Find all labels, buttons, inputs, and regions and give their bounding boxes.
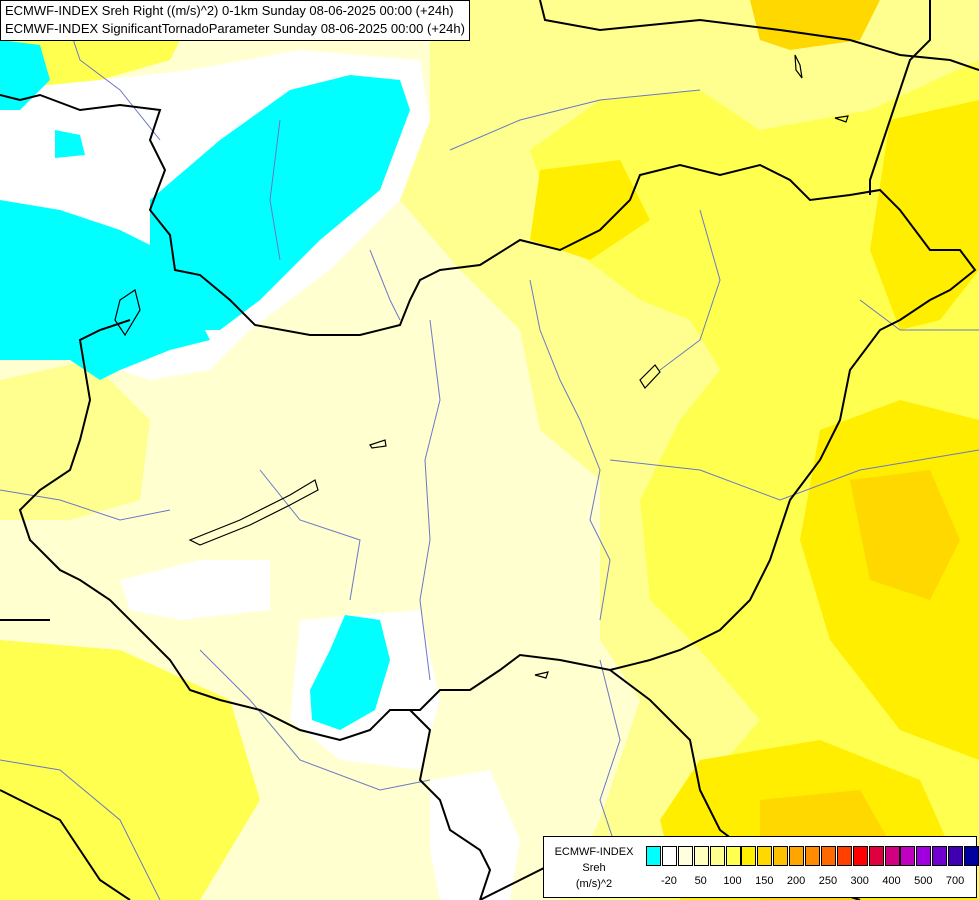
header-line-2: ECMWF-INDEX SignificantTornadoParameter … bbox=[5, 21, 465, 36]
legend-title: ECMWF-INDEX bbox=[554, 846, 634, 858]
legend-swatch bbox=[741, 846, 757, 866]
legend-swatch bbox=[646, 846, 661, 866]
field-white bbox=[430, 770, 520, 900]
lakes bbox=[114, 54, 849, 679]
legend-variable: Sreh bbox=[582, 862, 606, 874]
field-yellow-west bbox=[0, 360, 150, 520]
map-header: ECMWF-INDEX Sreh Right ((m/s)^2) 0-1km S… bbox=[0, 0, 470, 41]
legend-swatch bbox=[709, 846, 725, 866]
field-yellow-mid bbox=[530, 60, 979, 900]
legend-swatch bbox=[789, 846, 805, 866]
legend-swatch bbox=[757, 846, 773, 866]
legend-swatch bbox=[773, 846, 789, 866]
legend-swatch bbox=[868, 846, 884, 866]
legend-swatch bbox=[852, 846, 868, 866]
legend-tick-label: 700 bbox=[945, 875, 965, 887]
field-cyan bbox=[55, 130, 85, 158]
legend-swatch bbox=[964, 846, 979, 866]
legend-swatch bbox=[805, 846, 820, 866]
legend-tick-label: 100 bbox=[723, 875, 742, 887]
legend-tick-label: 50 bbox=[694, 875, 707, 887]
legend-tick-label: -20 bbox=[660, 875, 677, 887]
legend-swatch bbox=[916, 846, 932, 866]
legend-swatch bbox=[725, 846, 741, 866]
field-yellow-sw bbox=[0, 640, 260, 900]
legend-unit: (m/s)^2 bbox=[575, 878, 613, 890]
legend-tick-label: 150 bbox=[755, 875, 774, 887]
legend-swatch bbox=[932, 846, 948, 866]
field-cyan bbox=[0, 40, 50, 110]
header-line-1: ECMWF-INDEX Sreh Right ((m/s)^2) 0-1km S… bbox=[5, 3, 454, 18]
field-white bbox=[120, 560, 270, 620]
field-yellow-strong bbox=[870, 100, 979, 330]
field-orange bbox=[850, 470, 960, 600]
color-legend: ECMWF-INDEX Sreh (m/s)^2 -20 50 100 150 200 2… bbox=[543, 836, 979, 898]
field-yellow-strong bbox=[530, 160, 650, 260]
legend-swatch bbox=[820, 846, 836, 866]
field-orange bbox=[750, 0, 880, 50]
legend-swatch bbox=[693, 846, 709, 866]
field-cyan bbox=[150, 75, 410, 330]
legend-tick-label: 500 bbox=[914, 875, 933, 887]
field-cyan bbox=[310, 615, 390, 730]
legend-swatch bbox=[677, 846, 693, 866]
legend-swatch bbox=[900, 846, 916, 866]
legend-swatch bbox=[948, 846, 964, 866]
legend-tick-label: 250 bbox=[818, 875, 838, 887]
legend-tick-label: 300 bbox=[850, 875, 869, 887]
legend-swatch bbox=[661, 846, 677, 866]
legend-swatch bbox=[836, 846, 852, 866]
legend-swatch bbox=[884, 846, 900, 866]
legend-tick-label: 400 bbox=[882, 875, 901, 887]
legend-tick-label: 200 bbox=[786, 875, 806, 887]
field-cyan bbox=[0, 200, 210, 380]
